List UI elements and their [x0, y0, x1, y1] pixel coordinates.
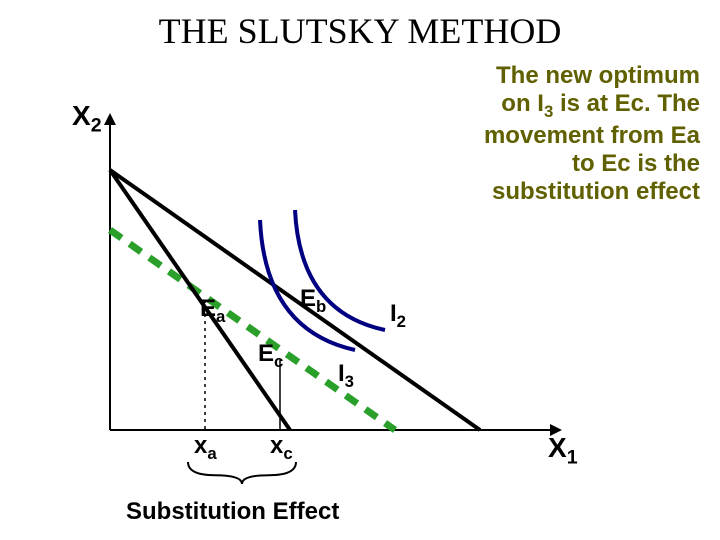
label-I2: I2: [390, 300, 406, 332]
label-I3: I3: [338, 360, 354, 392]
y-axis-label: X2: [72, 100, 102, 138]
substitution-effect-label: Substitution Effect: [126, 498, 339, 526]
tick-label-xc: xc: [270, 432, 293, 464]
label-Eb: Eb: [300, 285, 326, 317]
x-axis-label: X1: [548, 432, 578, 470]
diagram-stage: THE SLUTSKY METHOD The new optimumon I3 …: [0, 0, 720, 540]
tick-label-xa: xa: [194, 432, 217, 464]
label-Ea: Ea: [200, 295, 225, 327]
chart-svg: [0, 0, 720, 540]
label-Ec: Ec: [258, 340, 283, 372]
